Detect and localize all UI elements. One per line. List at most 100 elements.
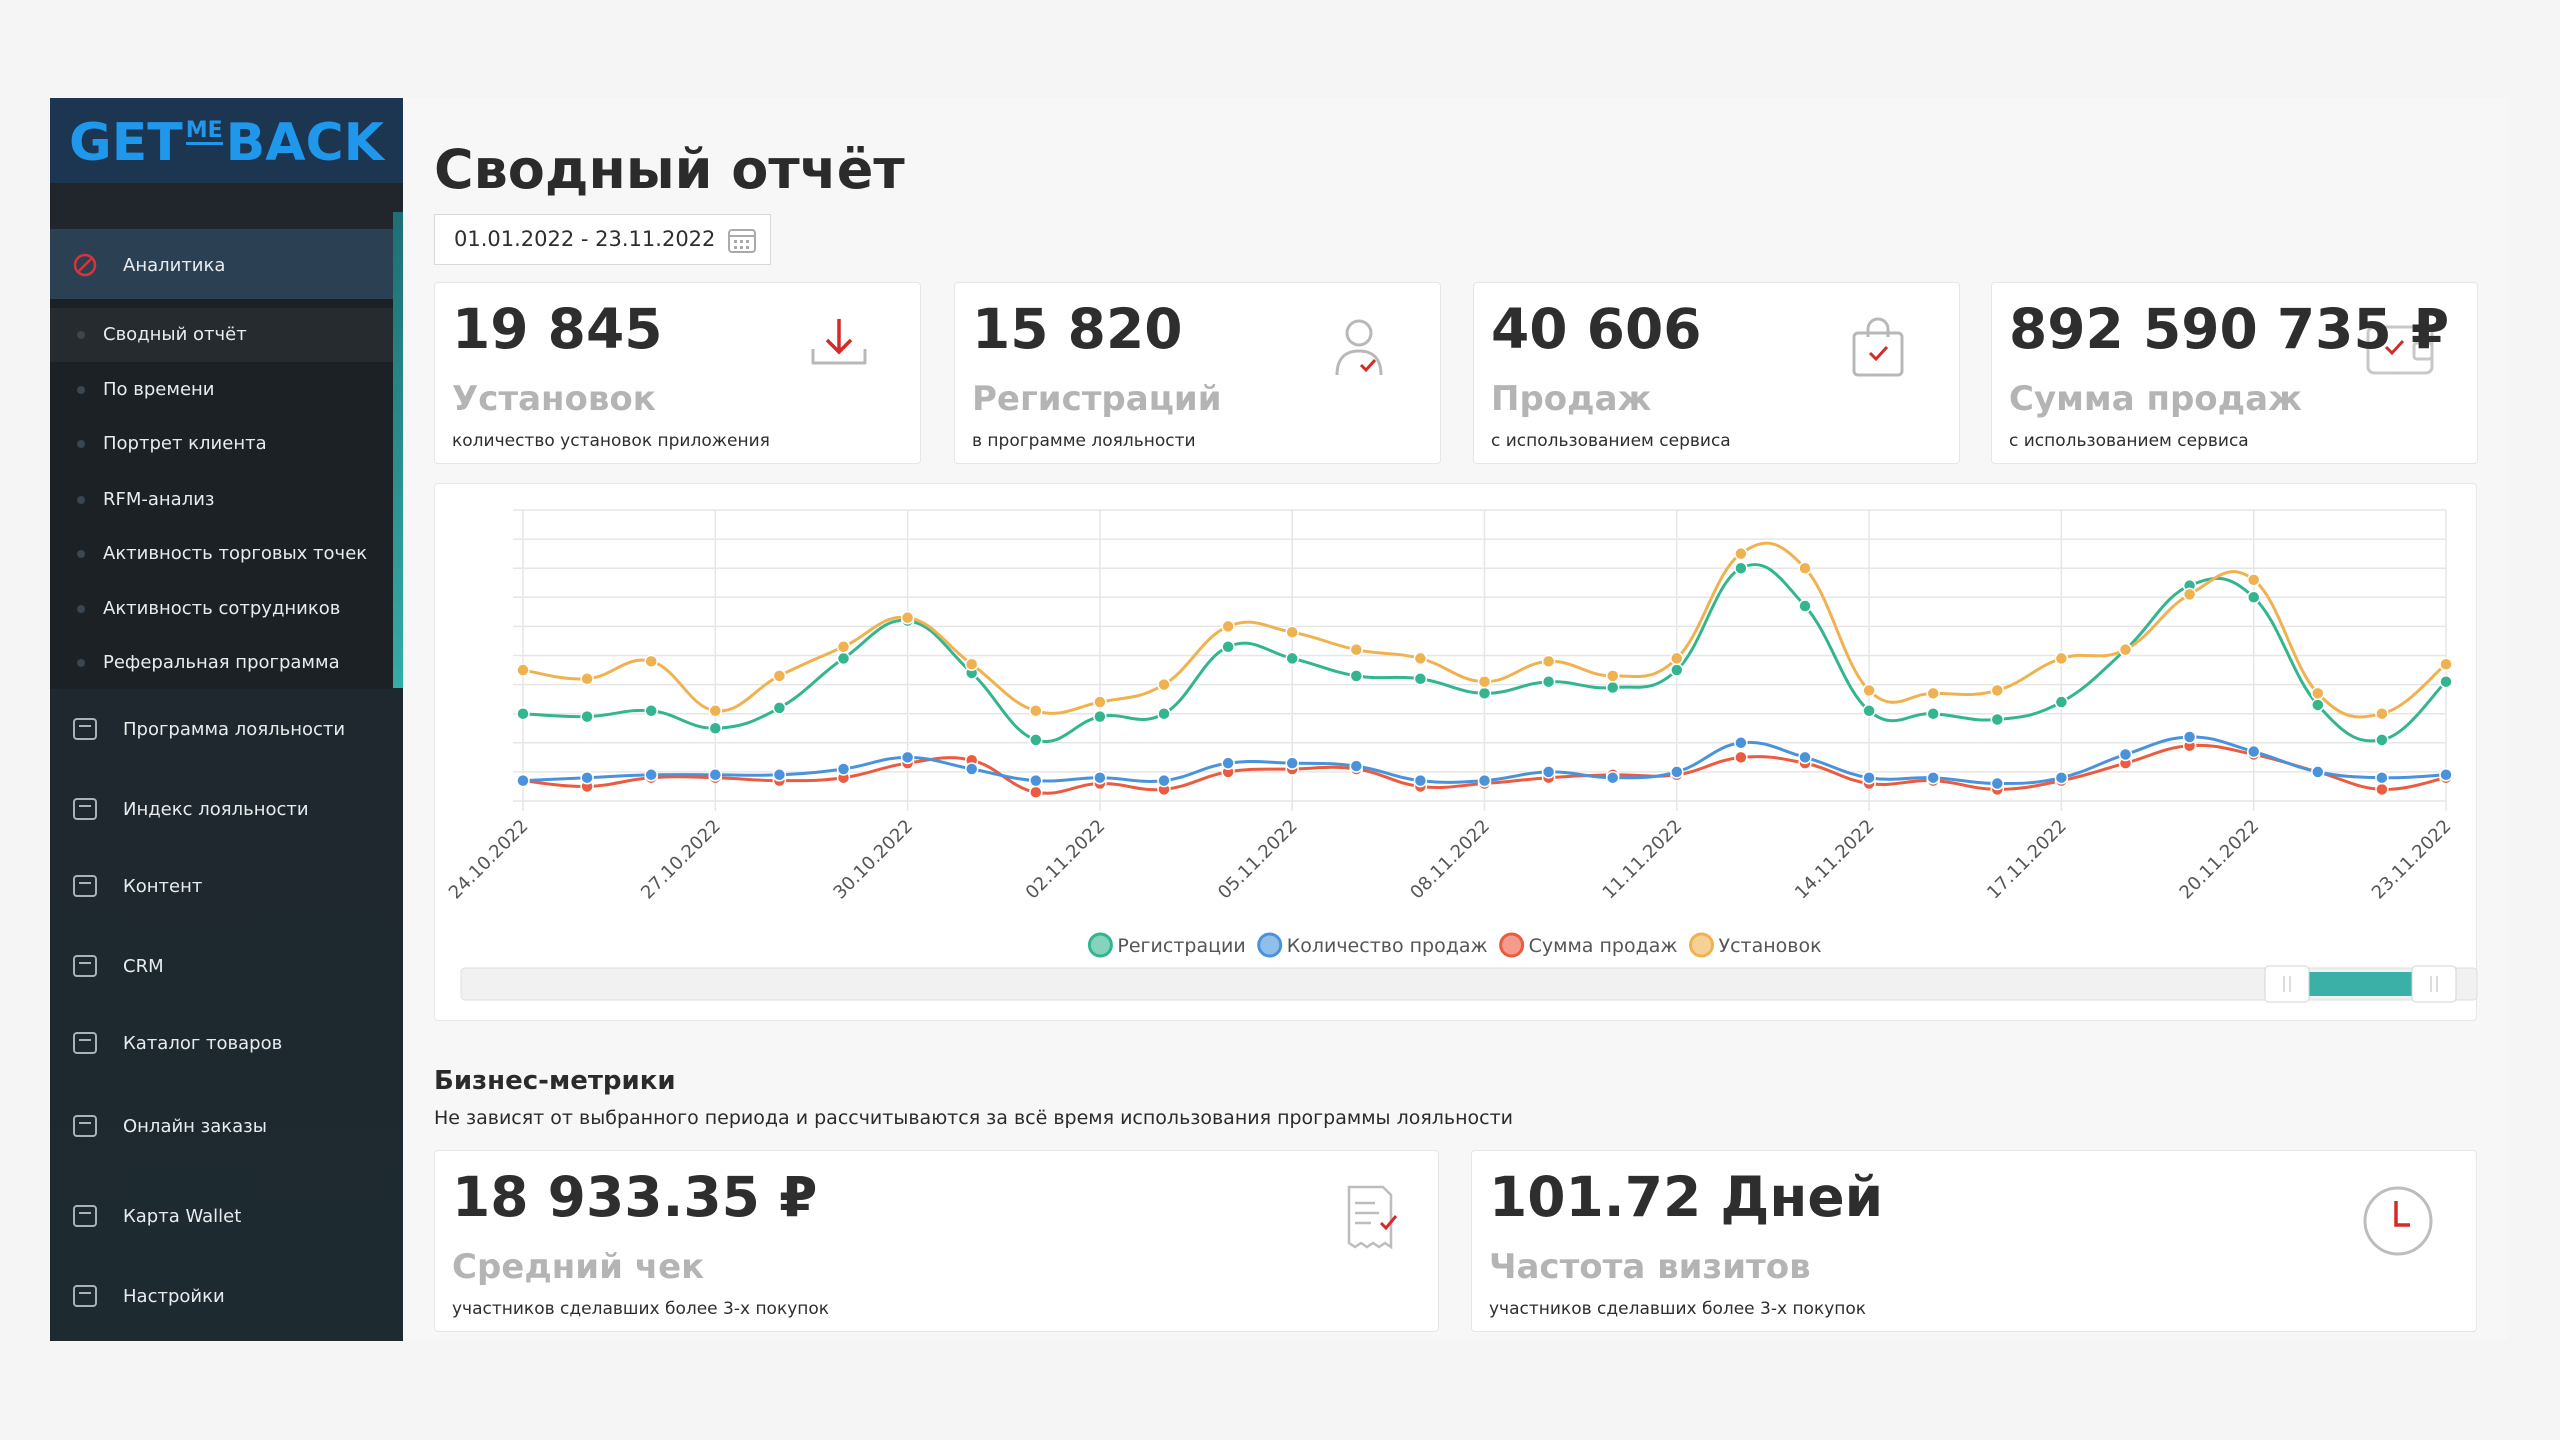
submenu-item[interactable]: RFM-анализ [50, 474, 393, 526]
submenu-bg [50, 299, 393, 689]
menu-icon [73, 955, 97, 977]
data-point [516, 773, 530, 788]
data-point [708, 768, 723, 782]
data-point [2054, 770, 2069, 785]
card-note: с использованием сервиса [1491, 431, 1731, 451]
submenu-item[interactable]: Реферальная программа [50, 637, 393, 689]
legend-marker [1499, 932, 1525, 958]
x-tick-label: 27.10.2022 [637, 816, 725, 904]
submenu-label: Сводный отчёт [103, 324, 247, 345]
legend-item[interactable]: Количество продаж [1257, 932, 1488, 958]
data-point [1413, 651, 1428, 666]
menu-item[interactable]: Индекс лояльности [50, 780, 393, 840]
data-point [644, 654, 658, 669]
slider-handle[interactable] [2411, 965, 2457, 1003]
x-tick-label: 24.10.2022 [445, 816, 533, 904]
data-point [1734, 561, 1748, 575]
legend-item[interactable]: Регистрации [1087, 932, 1246, 958]
card-label: Продаж [1491, 379, 1652, 419]
data-point [1349, 759, 1364, 773]
chart-panel: 24.10.2022 27.10.2022 30.10.2022 02.11.2022… [434, 483, 2478, 1021]
menu-label: CRM [123, 956, 164, 977]
card-label: Регистраций [972, 379, 1222, 419]
legend-label: Сумма продаж [1529, 935, 1678, 957]
menu-label: Карта Wallet [123, 1206, 242, 1227]
legend-label: Регистрации [1117, 935, 1245, 957]
data-point [1349, 669, 1364, 683]
submenu-dot [77, 496, 85, 504]
legend-item[interactable]: Сумма продаж [1499, 932, 1678, 958]
scroll-bar [393, 212, 403, 688]
data-point [1605, 669, 1620, 683]
submenu-item[interactable]: Сводный отчёт [50, 309, 393, 361]
card-note: участников сделавших более 3-х покупок [1489, 1299, 1867, 1319]
data-point [1541, 674, 1556, 689]
data-point [1157, 706, 1171, 721]
logo[interactable]: GET ME BACK [50, 98, 403, 183]
date-range: 01.01.2022 - 23.11.2022 [454, 227, 716, 251]
data-point [1413, 672, 1428, 686]
stat-card: 15 820 Регистраций в программе лояльности [954, 282, 1441, 464]
menu-item[interactable]: Каталог товаров [50, 1014, 393, 1074]
data-point [1798, 561, 1812, 575]
menu-item[interactable]: Аналитика [50, 236, 393, 296]
data-point [1029, 773, 1043, 788]
legend-item[interactable]: Установок [1689, 932, 1822, 958]
menu-item[interactable]: CRM [50, 937, 393, 997]
card-note: с использованием сервиса [2009, 431, 2249, 451]
data-point [1670, 663, 1684, 677]
submenu-item[interactable]: Активность сотрудников [50, 583, 393, 635]
submenu-label: Активность торговых точек [103, 543, 368, 564]
data-point [1029, 785, 1043, 800]
menu-item[interactable]: Карта Wallet [50, 1187, 393, 1247]
date-picker[interactable]: 01.01.2022 - 23.11.2022 [434, 214, 771, 265]
data-point [1605, 770, 1620, 785]
data-point [1093, 709, 1107, 724]
submenu-item[interactable]: Портрет клиента [50, 418, 393, 470]
slider-handle[interactable] [2264, 965, 2310, 1003]
slider-track [460, 967, 2478, 1001]
data-point [1798, 599, 1812, 613]
card-value: 101.72 Дней [1489, 1165, 1884, 1229]
menu-icon [73, 798, 97, 820]
x-tick-label: 05.11.2022 [1214, 816, 1302, 904]
submenu-label: Активность сотрудников [103, 598, 341, 619]
logo-text: ME [185, 118, 223, 145]
data-point [1349, 642, 1364, 657]
data-point [772, 669, 787, 683]
submenu-item[interactable]: Активность торговых точек [50, 528, 393, 580]
x-tick-label: 23.11.2022 [2368, 816, 2456, 904]
data-point [836, 762, 851, 776]
menu-icon [73, 718, 97, 740]
data-point [1029, 733, 1043, 747]
menu-label: Контент [123, 876, 203, 897]
data-point [1734, 546, 1748, 561]
card-label: Средний чек [452, 1247, 705, 1287]
card-note: в программе лояльности [972, 431, 1196, 451]
data-point [1221, 619, 1235, 634]
data-point [1541, 654, 1556, 669]
data-point [2375, 782, 2389, 797]
slider-range [2287, 972, 2434, 996]
series-line [522, 562, 2448, 744]
card-icon [2366, 325, 2434, 375]
menu-label: Настройки [123, 1286, 225, 1307]
data-point [1926, 686, 1940, 701]
data-point [2439, 768, 2453, 782]
data-point [708, 704, 723, 718]
menu-item[interactable]: Программа лояльности [50, 700, 393, 760]
x-tick-label: 30.10.2022 [829, 816, 917, 904]
card-value: 40 606 [1491, 297, 1702, 361]
data-point [644, 768, 658, 782]
data-point [2246, 573, 2261, 587]
card-value: 15 820 [972, 297, 1183, 361]
data-point [1926, 706, 1940, 721]
menu-item[interactable]: Настройки [50, 1267, 393, 1327]
logo-text: GET [69, 113, 183, 173]
menu-item[interactable]: Контент [50, 857, 393, 917]
submenu-item[interactable]: По времени [50, 364, 393, 416]
stat-card: 18 933.35 ₽ Средний чек участников сделавш… [434, 1150, 1439, 1332]
menu-item[interactable]: Онлайн заказы [50, 1097, 393, 1157]
data-point [2311, 686, 2325, 701]
x-tick-label: 11.11.2022 [1599, 816, 1687, 904]
